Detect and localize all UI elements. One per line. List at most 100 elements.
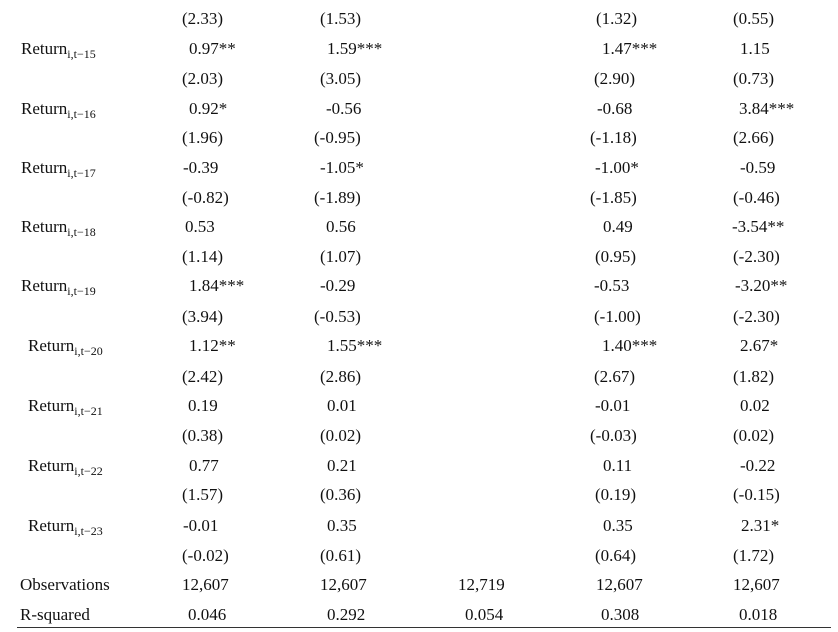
table-cell: 0.292 — [327, 605, 366, 624]
row-label-text: Return — [28, 516, 75, 535]
row-label: Returni,t−15 — [21, 37, 96, 61]
row-label-subscript: i,t−20 — [74, 344, 103, 358]
table-cell: (-1.89) — [314, 188, 361, 207]
table-cell: 1.47*** — [602, 39, 658, 58]
row-label-text: Return — [28, 336, 75, 355]
table-cell: 1.40*** — [602, 336, 658, 355]
table-row: Returni,t−21 0.19 0.01 -0.01 0.02 — [0, 394, 838, 418]
table-cell: 0.92* — [189, 99, 228, 118]
table-row: Returni,t−22 0.77 0.21 0.11 -0.22 — [0, 454, 838, 478]
row-label-subscript: i,t−21 — [74, 404, 103, 418]
row-label-subscript: i,t−19 — [67, 284, 96, 298]
table-cell: 3.84*** — [739, 99, 795, 118]
table-row: (1.57) (0.36) (0.19) (-0.15) — [0, 483, 838, 507]
table-row: Returni,t−17 -0.39 -1.05* -1.00* -0.59 — [0, 156, 838, 180]
table-cell: (-2.30) — [733, 247, 780, 266]
table-row: (2.03) (3.05) (2.90) (0.73) — [0, 67, 838, 91]
table-cell: -0.29 — [320, 276, 356, 295]
table-cell: 0.21 — [327, 456, 357, 475]
row-label-subscript: i,t−17 — [67, 166, 96, 180]
table-bottom-rule — [17, 627, 831, 628]
table-cell: -0.56 — [326, 99, 362, 118]
table-cell: (0.73) — [733, 69, 775, 88]
table-cell: 12,607 — [320, 575, 367, 594]
table-cell: 0.77 — [189, 456, 219, 475]
table-cell: 1.84*** — [189, 276, 245, 295]
table-row: Returni,t−20 1.12** 1.55*** 1.40*** 2.67* — [0, 334, 838, 358]
table-cell: 0.046 — [188, 605, 227, 624]
table-cell: 0.308 — [601, 605, 640, 624]
table-cell: 12,607 — [733, 575, 780, 594]
row-label-subscript: i,t−15 — [67, 47, 96, 61]
table-cell: (-0.15) — [733, 485, 780, 504]
table-cell: -1.05* — [320, 158, 364, 177]
row-label-text: Return — [21, 99, 68, 118]
table-cell: (-1.00) — [594, 307, 641, 326]
row-label: Returni,t−23 — [28, 514, 103, 538]
table-cell: (-2.30) — [733, 307, 780, 326]
table-cell: -3.20** — [735, 276, 788, 295]
table-row: Returni,t−16 0.92* -0.56 -0.68 3.84*** — [0, 97, 838, 121]
table-cell: (2.03) — [182, 69, 224, 88]
row-label: Returni,t−17 — [21, 156, 96, 180]
table-cell: -0.01 — [595, 396, 631, 415]
row-label: Returni,t−18 — [21, 215, 96, 239]
table-cell: -0.01 — [183, 516, 219, 535]
row-label-subscript: i,t−16 — [67, 107, 96, 121]
table-row: Observations 12,607 12,607 12,719 12,607 12,6… — [0, 573, 838, 597]
table-row: Returni,t−23 -0.01 0.35 0.35 2.31* — [0, 514, 838, 538]
table-row: (2.42) (2.86) (2.67) (1.82) — [0, 365, 838, 389]
table-cell: 1.55*** — [327, 336, 383, 355]
table-cell: (1.07) — [320, 247, 362, 266]
table-cell: 0.018 — [739, 605, 778, 624]
table-cell: 0.56 — [326, 217, 356, 236]
table-cell: (0.38) — [182, 426, 224, 445]
table-cell: (1.14) — [182, 247, 224, 266]
row-label: Returni,t−22 — [28, 454, 103, 478]
row-label-text: Return — [21, 276, 68, 295]
table-cell: (1.96) — [182, 128, 224, 147]
table-cell: 1.12** — [189, 336, 236, 355]
row-label: Returni,t−20 — [28, 334, 103, 358]
table-cell: (2.66) — [733, 128, 775, 147]
table-cell: (2.90) — [594, 69, 636, 88]
table-row: Returni,t−18 0.53 0.56 0.49 -3.54** — [0, 215, 838, 239]
table-cell: 0.53 — [185, 217, 215, 236]
row-label: R-squared — [20, 603, 90, 627]
row-label-text: Return — [21, 217, 68, 236]
table-cell: 12,719 — [458, 575, 505, 594]
table-cell: (0.61) — [320, 546, 362, 565]
table-cell: (2.86) — [320, 367, 362, 386]
table-row: (-0.82) (-1.89) (-1.85) (-0.46) — [0, 186, 838, 210]
row-label: Observations — [20, 573, 110, 597]
row-label-text: Return — [28, 396, 75, 415]
table-cell: 0.11 — [603, 456, 633, 475]
row-label-subscript: i,t−18 — [67, 225, 96, 239]
row-label-text: Return — [28, 456, 75, 475]
table-row: (-0.02) (0.61) (0.64) (1.72) — [0, 544, 838, 568]
table-cell: (0.02) — [320, 426, 362, 445]
row-label-text: R-squared — [20, 605, 90, 624]
table-cell: (-0.53) — [314, 307, 361, 326]
row-label: Returni,t−16 — [21, 97, 96, 121]
table-cell: 0.054 — [465, 605, 504, 624]
row-label: Returni,t−19 — [21, 274, 96, 298]
row-label: Returni,t−21 — [28, 394, 103, 418]
table-cell: 0.35 — [327, 516, 357, 535]
table-cell: 0.02 — [740, 396, 770, 415]
table-cell: (1.82) — [733, 367, 775, 386]
table-cell: 1.15 — [740, 39, 770, 58]
table-cell: (-1.85) — [590, 188, 637, 207]
table-cell: 0.19 — [188, 396, 218, 415]
table-cell: -3.54** — [732, 217, 785, 236]
table-cell: (2.67) — [594, 367, 636, 386]
table-row: R-squared 0.046 0.292 0.054 0.308 0.018 — [0, 603, 838, 627]
table-cell: -0.39 — [183, 158, 219, 177]
table-cell: (0.55) — [733, 9, 775, 28]
table-cell: 1.59*** — [327, 39, 383, 58]
table-cell: -0.59 — [740, 158, 776, 177]
table-cell: 0.35 — [603, 516, 633, 535]
table-cell: (-0.46) — [733, 188, 780, 207]
table-cell: (-0.03) — [590, 426, 637, 445]
table-cell: (0.02) — [733, 426, 775, 445]
